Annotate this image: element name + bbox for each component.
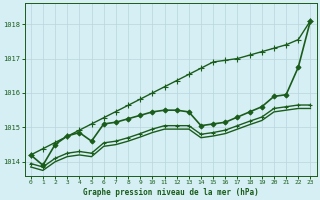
X-axis label: Graphe pression niveau de la mer (hPa): Graphe pression niveau de la mer (hPa) [83, 188, 259, 197]
